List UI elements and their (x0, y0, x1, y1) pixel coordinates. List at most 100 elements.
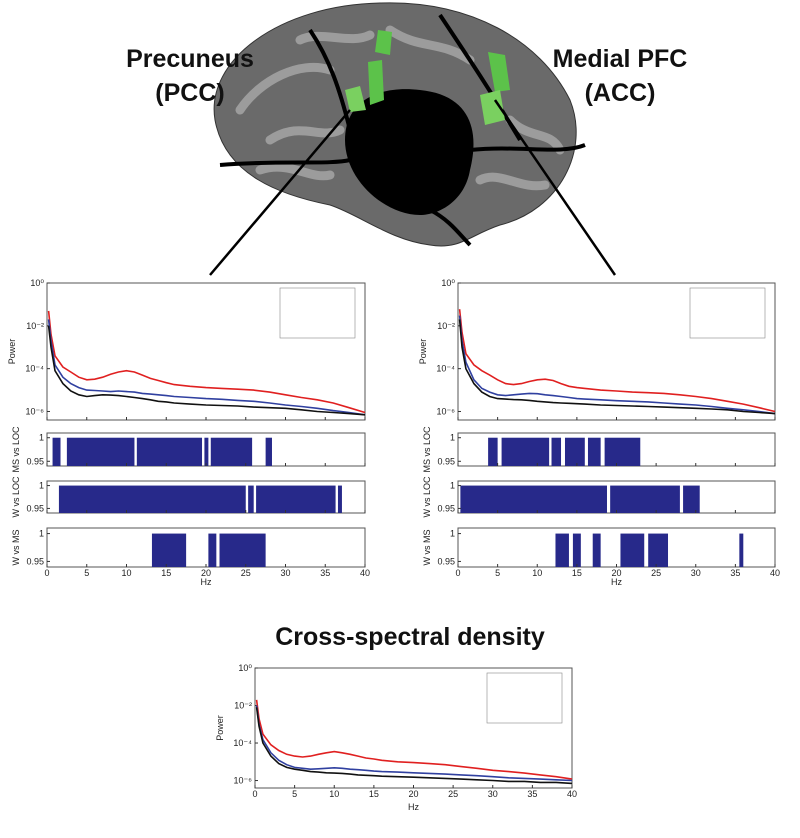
sig-bar (555, 533, 569, 567)
x-tick-label: 25 (241, 568, 251, 578)
x-axis-label: Hz (408, 802, 419, 812)
series-line (458, 315, 776, 415)
series-line (255, 707, 573, 785)
x-tick-label: 15 (572, 568, 582, 578)
x-tick-label: 15 (161, 568, 171, 578)
sig-bar (572, 533, 581, 567)
x-axis-label: Hz (201, 577, 212, 587)
sig-bar (256, 485, 336, 513)
y-tick-label: 10⁻² (26, 321, 44, 331)
sig-bar (592, 533, 601, 567)
sig-frame (457, 527, 776, 568)
sig-bar (66, 437, 135, 466)
y-tick-label: 0.95 (26, 556, 44, 566)
x-tick-label: 20 (408, 789, 418, 799)
y-tick-label: 1 (450, 433, 455, 443)
sig-bar (208, 533, 217, 567)
x-tick-label: 10 (329, 789, 339, 799)
sig-bar (248, 485, 254, 513)
sig-label: MS vs LOC (11, 426, 21, 473)
sig-bar (265, 437, 272, 466)
y-tick-label: 10⁻⁴ (233, 738, 252, 748)
series-line (47, 319, 366, 416)
sig-bar (58, 485, 246, 513)
sig-label: W vs LOC (422, 476, 432, 518)
y-tick-label: 10⁰ (238, 663, 252, 673)
y-tick-label: 10⁻⁴ (25, 364, 44, 374)
x-tick-label: 40 (770, 568, 780, 578)
x-tick-label: 25 (448, 789, 458, 799)
sig-bar (551, 437, 562, 466)
y-tick-label: 10⁻⁶ (234, 776, 253, 786)
inset-frame (279, 287, 356, 339)
x-tick-label: 0 (252, 789, 257, 799)
x-tick-label: 30 (488, 789, 498, 799)
x-tick-label: 5 (495, 568, 500, 578)
y-tick-label: 1 (450, 529, 455, 539)
brain (209, 2, 617, 276)
y-tick-label: 0.95 (26, 456, 44, 466)
x-tick-label: 20 (201, 568, 211, 578)
sig-bar (337, 485, 342, 513)
sig-bar (610, 485, 680, 513)
y-tick-label: 0.95 (437, 456, 455, 466)
sig-label: MS vs LOC (422, 426, 432, 473)
y-tick-label: 10⁰ (30, 278, 44, 288)
x-tick-label: 0 (455, 568, 460, 578)
y-tick-label: 1 (39, 433, 44, 443)
x-tick-label: 25 (651, 568, 661, 578)
sig-bar (204, 437, 209, 466)
x-tick-label: 5 (84, 568, 89, 578)
y-tick-label: 1 (39, 481, 44, 491)
sig-bar (620, 533, 645, 567)
y-tick-label: 10⁰ (441, 278, 455, 288)
x-tick-label: 10 (532, 568, 542, 578)
y-axis-label: Power (7, 339, 17, 365)
x-tick-label: 0 (44, 568, 49, 578)
y-tick-label: 0.95 (437, 556, 455, 566)
y-tick-label: 10⁻² (234, 701, 252, 711)
x-tick-label: 35 (527, 789, 537, 799)
y-tick-label: 10⁻⁶ (26, 406, 45, 416)
sig-bar (604, 437, 641, 466)
x-axis-label: Hz (611, 577, 622, 587)
region-title: Precuneus (PCC) (126, 45, 254, 107)
sig-bar (501, 437, 550, 466)
x-tick-label: 40 (360, 568, 370, 578)
x-tick-label: 30 (280, 568, 290, 578)
y-tick-label: 10⁻⁶ (437, 406, 456, 416)
y-tick-label: 1 (450, 481, 455, 491)
sig-frame (46, 527, 366, 568)
inset-frame (486, 672, 563, 724)
y-axis-label: Power (418, 339, 428, 365)
series-line (255, 705, 573, 782)
y-axis-label: Power (215, 715, 225, 741)
sig-bar (460, 485, 607, 513)
x-tick-label: 40 (567, 789, 577, 799)
series-line (458, 319, 776, 415)
sig-bar (683, 485, 700, 513)
x-tick-label: 5 (292, 789, 297, 799)
series-line (47, 310, 366, 414)
sig-bar (52, 437, 61, 466)
x-tick-label: 10 (121, 568, 131, 578)
sig-bar (219, 533, 266, 567)
sig-label: W vs LOC (11, 476, 21, 518)
sig-bar (210, 437, 253, 466)
sig-bar (587, 437, 601, 466)
x-tick-label: 15 (369, 789, 379, 799)
y-tick-label: 10⁻⁴ (436, 364, 455, 374)
x-tick-label: 30 (691, 568, 701, 578)
sig-label: W vs MS (422, 530, 432, 566)
series-line (255, 699, 573, 780)
sig-bar (648, 533, 669, 567)
sig-label: W vs MS (11, 530, 21, 566)
inset-frame (689, 287, 766, 339)
y-tick-label: 0.95 (437, 503, 455, 513)
sig-bar (739, 533, 744, 567)
y-tick-label: 1 (39, 529, 44, 539)
x-tick-label: 35 (730, 568, 740, 578)
series-line (458, 309, 776, 413)
